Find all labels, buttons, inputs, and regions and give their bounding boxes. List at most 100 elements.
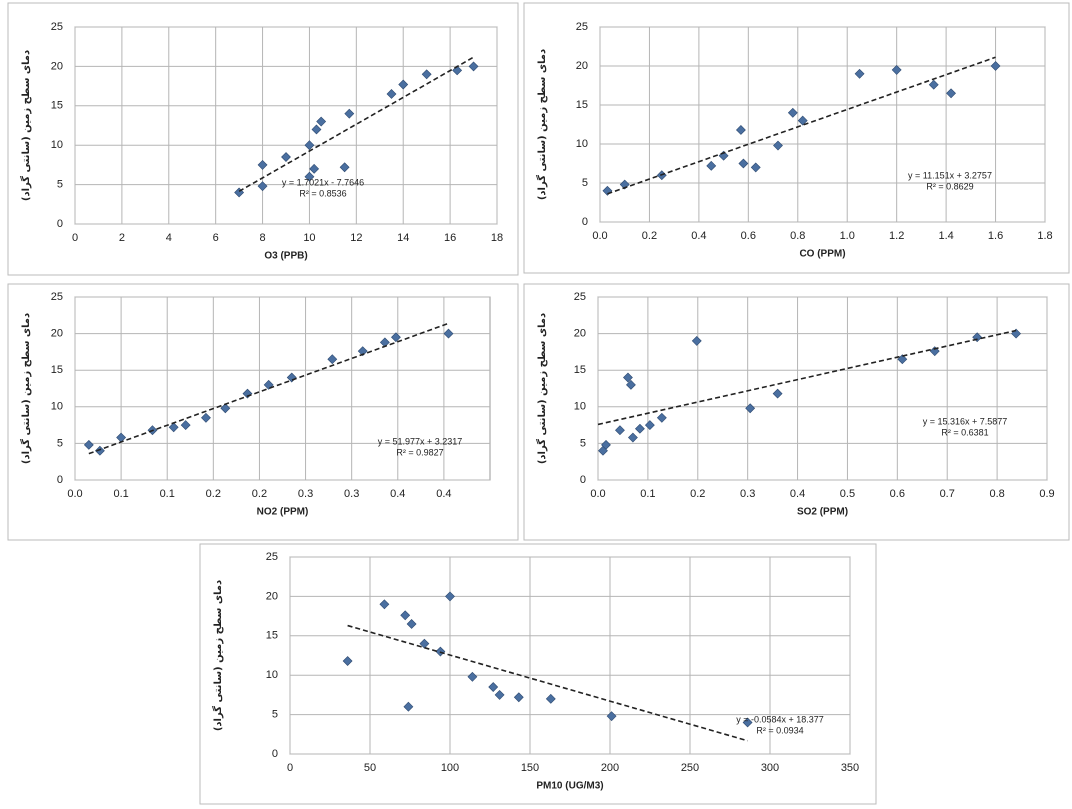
marker [990,61,1001,71]
x-tick-label: 0.4 [390,488,405,500]
trendline [607,56,996,195]
y-tick-label: 5 [272,709,278,721]
x-tick-label: 0 [287,762,293,774]
marker [602,185,613,196]
marker [263,379,274,390]
x-tick-label: 0.1 [640,488,655,500]
x-tick-label: 50 [364,762,376,774]
panel-border [7,283,519,541]
marker [391,332,401,343]
trendline [347,624,748,742]
marker [316,116,327,127]
marker [787,107,798,118]
y-tick-label: 5 [582,177,588,189]
y-tick-label: 25 [266,551,278,563]
x-tick-label: 0.8 [790,230,805,242]
marker [406,619,417,629]
y-tick-label: 5 [57,437,63,449]
x-tick-label: 10 [303,232,315,244]
y-axis-label: دمای سطح زمین (سانتی گراد) [19,50,32,201]
marker [797,115,808,126]
marker [257,181,268,192]
marker [928,79,939,90]
y-tick-label: 10 [51,401,63,413]
x-tick-label: 0.6 [741,230,756,242]
marker [656,412,667,423]
annotation: y = 15.316x + 7.5877 [923,416,1008,426]
x-tick-label: 300 [761,762,779,774]
y-tick-label: 20 [266,590,278,602]
annotation: R² = 0.8629 [926,181,973,191]
marker [386,89,397,99]
y-tick-label: 0 [272,748,278,760]
marker [545,693,556,704]
marker [257,159,268,170]
marker [379,599,390,610]
marker [854,68,865,79]
y-tick-label: 10 [51,139,63,151]
x-tick-label: 12 [350,232,362,244]
chart-panel: 0 5 10 15 20 25 0.0 0.2 0.4 0.6 0.8 1.0 1.2 1.4 1.6 1.8… [523,2,1070,274]
marker [327,354,338,365]
marker [467,671,478,682]
y-tick-label: 15 [576,99,588,111]
marker [83,439,94,450]
y-axis-label: دمای سطح زمین (سانتی گراد) [19,313,32,464]
x-axis-label: NO2 (PPM) [257,507,309,518]
y-tick-label: 15 [51,100,63,112]
marker [627,432,638,443]
marker [745,403,756,414]
y-tick-label: 25 [51,291,63,303]
marker [706,160,717,171]
panel-border [523,283,1070,541]
x-tick-label: 0.2 [642,230,657,242]
x-tick-label: 0.1 [160,488,175,500]
x-tick-label: 14 [397,232,409,244]
x-axis-label: O3 (PPB) [264,251,307,262]
marker [281,152,291,162]
x-tick-label: 0.3 [298,488,313,500]
chart-panel: 0 5 10 15 20 25 0.0 0.1 0.2 0.3 0.4 0.5 0.6 0.7 0.8 0.9… [523,283,1070,541]
marker [311,124,322,135]
x-tick-label: 0 [72,232,78,244]
marker [750,162,761,173]
x-axis-label: CO (PPM) [799,249,845,260]
x-tick-label: 0.0 [590,488,605,500]
marker [691,335,702,346]
y-tick-label: 25 [574,291,586,303]
chart-panel: 0 5 10 15 20 25 0 2 4 6 8 10 12 14 16 18 O3 (PPB) دمای سط… [7,2,519,276]
marker [304,171,315,182]
x-tick-label: 18 [491,232,503,244]
x-tick-label: 150 [521,762,539,774]
marker [615,425,625,436]
marker [718,150,729,161]
x-tick-label: 0.2 [690,488,705,500]
x-tick-label: 0.5 [840,488,855,500]
y-tick-label: 5 [57,179,63,191]
x-tick-label: 1.6 [988,230,1003,242]
x-tick-label: 0.0 [67,488,82,500]
marker [623,372,633,383]
y-tick-label: 15 [51,364,63,376]
x-tick-label: 250 [681,762,699,774]
marker [421,69,432,80]
x-axis-label: SO2 (PPM) [797,507,848,518]
x-tick-label: 0.3 [344,488,359,500]
y-tick-label: 10 [574,401,586,413]
y-tick-label: 20 [51,60,63,72]
marker [738,158,749,169]
marker [398,79,409,90]
x-tick-label: 1.4 [938,230,953,242]
marker [180,420,191,431]
x-tick-label: 2 [119,232,125,244]
x-axis-label: PM10 (UG/M3) [536,781,603,792]
x-tick-label: 6 [213,232,219,244]
marker [634,423,645,434]
marker [443,328,454,339]
marker [400,610,411,621]
panel-border [199,543,877,805]
y-tick-label: 20 [576,60,588,72]
marker [94,445,105,456]
